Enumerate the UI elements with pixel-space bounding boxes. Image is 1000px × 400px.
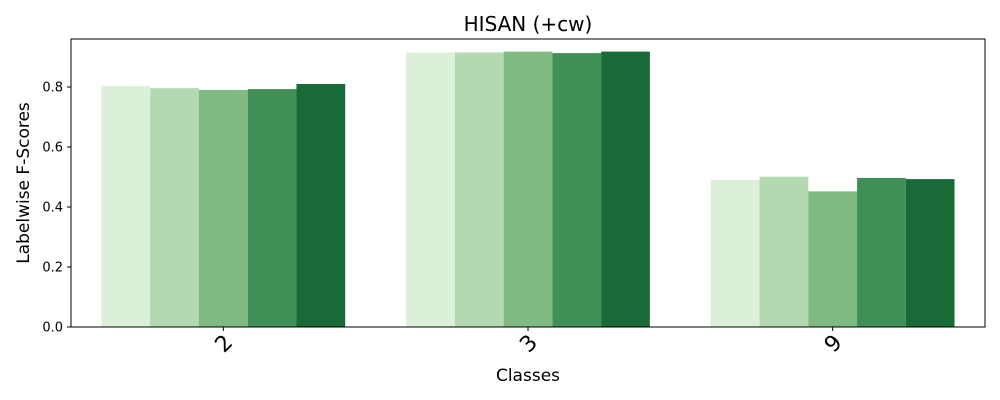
bars-group xyxy=(101,51,955,327)
bar-3-series-3 xyxy=(503,51,553,327)
bar-2-series-1 xyxy=(101,86,151,327)
y-tick-label: 0.4 xyxy=(42,201,63,216)
y-axis: 0.0 0.2 0.4 0.6 0.8 xyxy=(42,81,71,336)
bar-9-series-5 xyxy=(905,179,955,327)
bar-3-series-2 xyxy=(454,52,504,327)
bar-9-series-3 xyxy=(808,191,858,327)
y-axis-label: Labelwise F-Scores xyxy=(14,102,34,264)
x-tick-label-2: 2 xyxy=(211,330,239,358)
bar-3-series-5 xyxy=(601,51,650,327)
y-tick-label: 0.8 xyxy=(42,81,63,96)
bar-2-series-2 xyxy=(150,88,199,327)
bar-3-series-4 xyxy=(552,53,602,327)
bar-9-series-1 xyxy=(710,180,760,327)
x-tick-label-9: 9 xyxy=(820,330,848,358)
bar-2-series-3 xyxy=(198,90,248,327)
x-axis-label: Classes xyxy=(496,366,560,386)
x-tick-label-3: 3 xyxy=(515,330,543,358)
bar-3-series-1 xyxy=(406,52,455,327)
bar-2-series-5 xyxy=(296,84,346,327)
y-tick-label: 0.6 xyxy=(42,141,63,156)
x-axis: 2 3 9 xyxy=(211,327,848,358)
bar-2-series-4 xyxy=(247,89,297,327)
bar-9-series-4 xyxy=(857,177,906,327)
bar-9-series-2 xyxy=(759,176,809,327)
chart-title: HISAN (+cw) xyxy=(464,12,593,36)
y-tick-label: 0.2 xyxy=(42,261,63,276)
y-tick-label: 0.0 xyxy=(42,321,63,336)
